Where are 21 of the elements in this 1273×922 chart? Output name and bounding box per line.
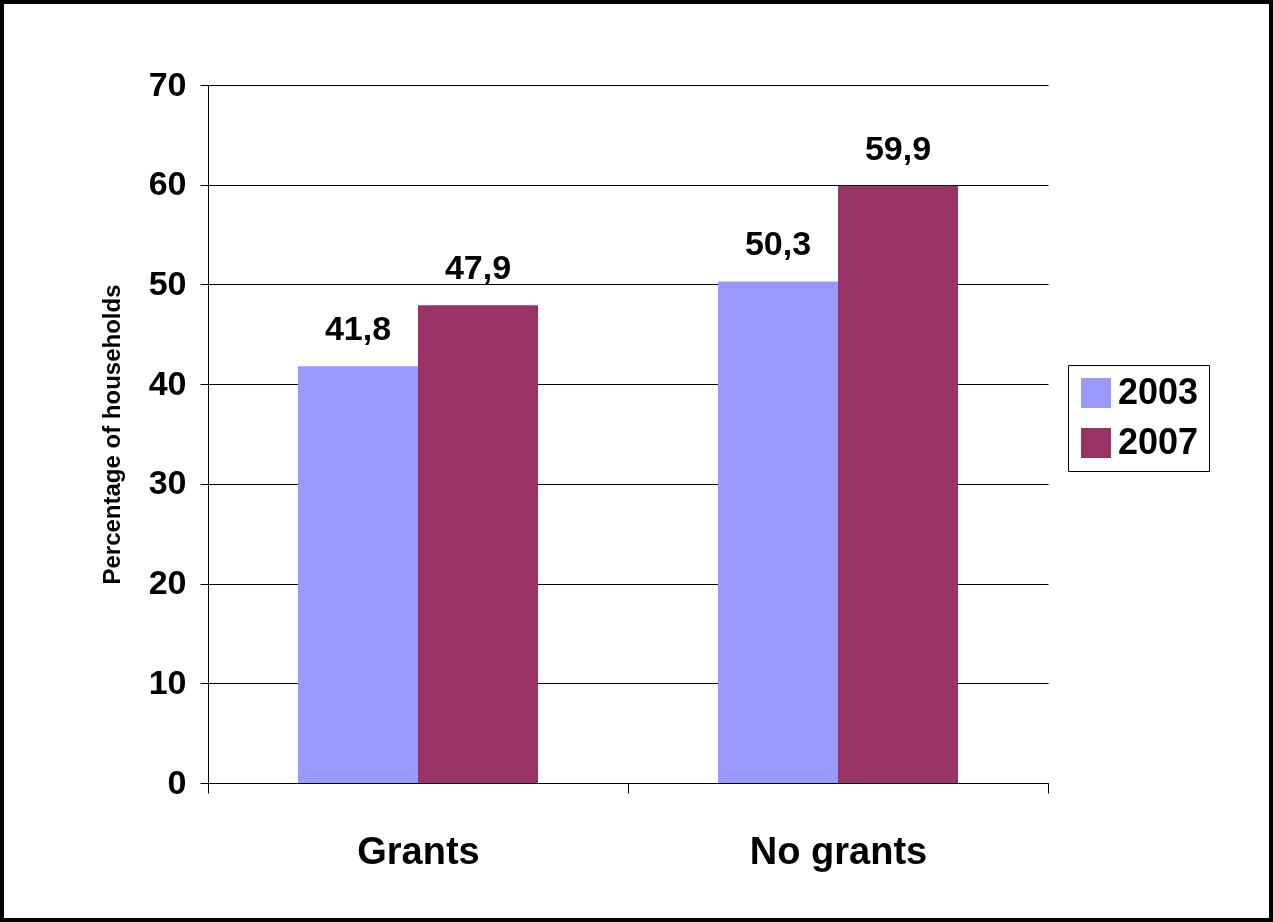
y-tick-label: 20 <box>148 563 187 602</box>
data-label: 50,3 <box>744 224 812 263</box>
bar <box>418 305 538 783</box>
legend-label: 2003 <box>1118 371 1199 412</box>
x-tick-label: No grants <box>749 829 928 872</box>
x-tick-label: Grants <box>357 829 480 872</box>
y-tick-label: 60 <box>148 164 187 203</box>
bar <box>838 185 958 783</box>
y-tick-label: 30 <box>148 463 187 502</box>
y-tick-label: 50 <box>148 263 187 302</box>
y-tick-label: 10 <box>148 662 187 701</box>
y-tick-label: 40 <box>148 363 187 402</box>
y-axis-title: Percentage of households <box>97 284 125 585</box>
y-tick-label: 70 <box>148 64 187 103</box>
bar <box>298 366 418 783</box>
data-label: 41,8 <box>324 309 392 348</box>
data-label: 59,9 <box>864 128 932 167</box>
data-label: 47,9 <box>444 248 512 287</box>
bar <box>718 281 838 783</box>
y-tick-label: 0 <box>167 762 187 801</box>
legend-label: 2007 <box>1118 421 1199 462</box>
